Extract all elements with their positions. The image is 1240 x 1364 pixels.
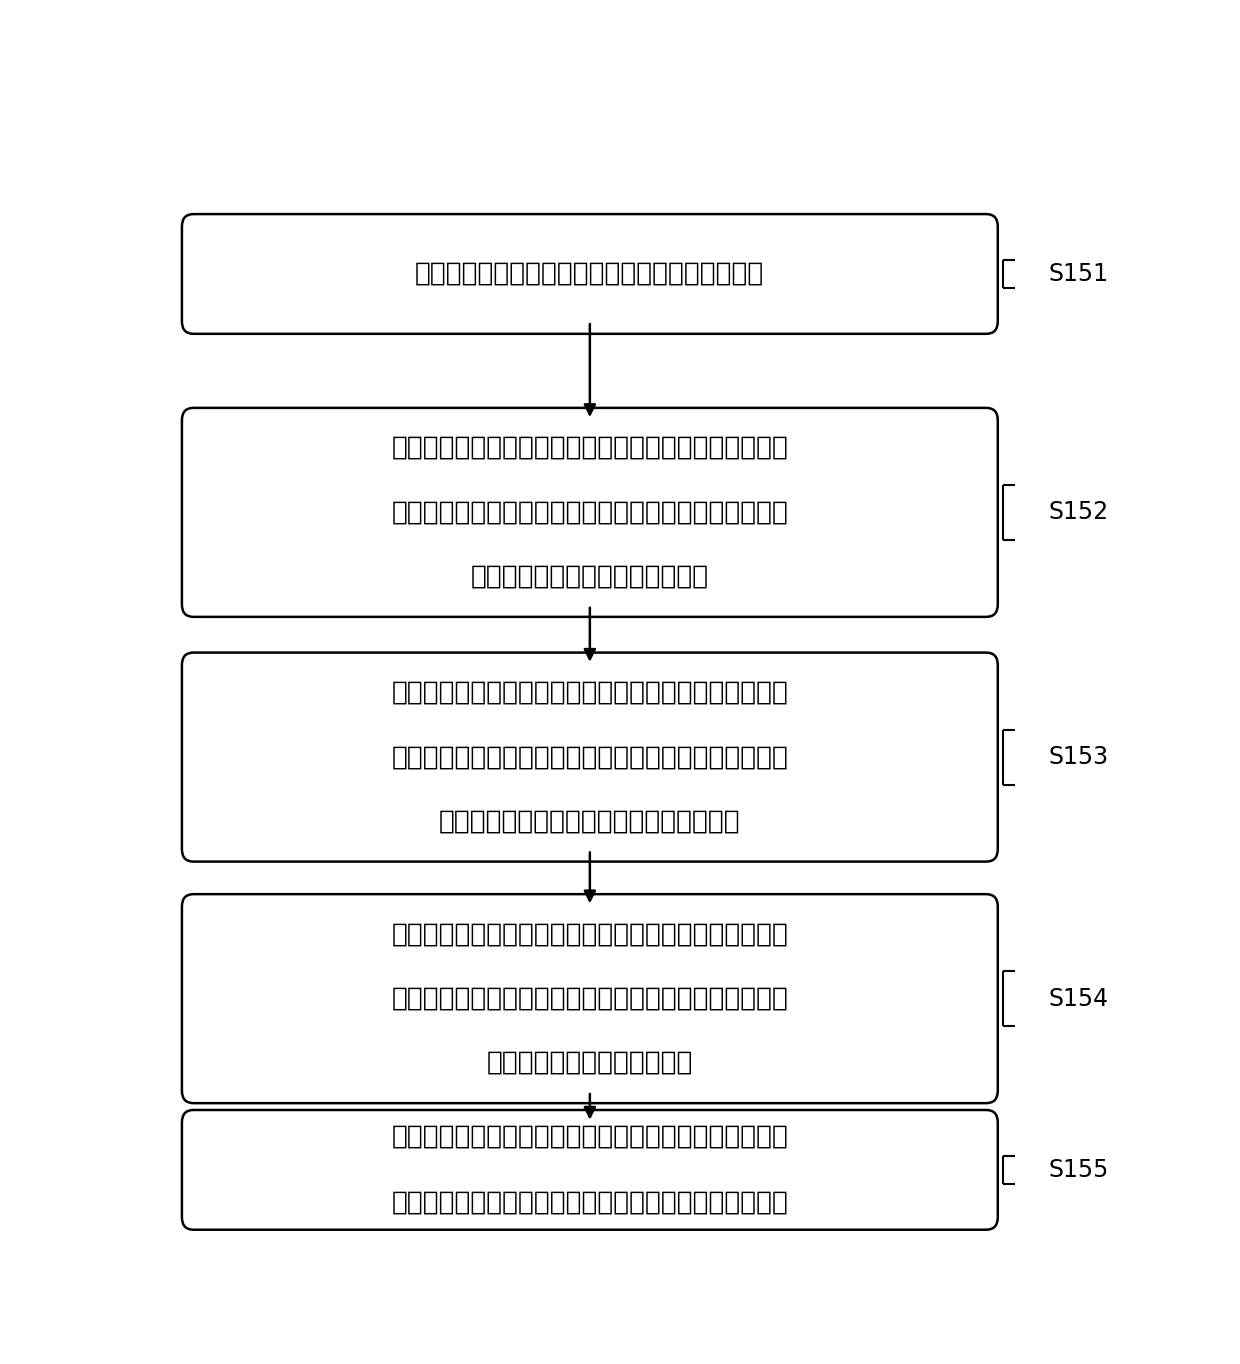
Text: 据区间识别出所述待识别测井的海绿石砂岩: 据区间识别出所述待识别测井的海绿石砂岩 — [439, 809, 740, 835]
FancyBboxPatch shape — [182, 214, 998, 334]
FancyBboxPatch shape — [182, 1110, 998, 1230]
Text: S152: S152 — [1049, 501, 1109, 524]
Text: 别测井的海绿石含量识别因子: 别测井的海绿石含量识别因子 — [486, 1050, 693, 1076]
FancyBboxPatch shape — [182, 895, 998, 1103]
Text: 因子计算得到所述待识别测井的海绿石砂岩中海绿石含量: 因子计算得到所述待识别测井的海绿石砂岩中海绿石含量 — [392, 1189, 789, 1215]
Text: 获取参考测井的岩性类测井数据和物性类测井数据: 获取参考测井的岩性类测井数据和物性类测井数据 — [415, 261, 765, 286]
Text: S155: S155 — [1049, 1158, 1109, 1181]
Text: 获取所述待识别测井的岩性类测井数据和物性类测井数据: 获取所述待识别测井的岩性类测井数据和物性类测井数据 — [392, 679, 789, 705]
Text: 获取所述待识别测井的海绿石砂岩所对应的体积密度数据: 获取所述待识别测井的海绿石砂岩所对应的体积密度数据 — [392, 921, 789, 948]
Text: 和中子孔隙度数据，结合所述线性关系计算得到所述待识: 和中子孔隙度数据，结合所述线性关系计算得到所述待识 — [392, 986, 789, 1012]
Text: 类测井数据和物性类测井数据区间: 类测井数据和物性类测井数据区间 — [471, 563, 709, 589]
Text: 根据所述非线性关系和所述待识别测井的海绿石含量识别: 根据所述非线性关系和所述待识别测井的海绿石含量识别 — [392, 1124, 789, 1150]
Text: 基于所述重叠曲线按深度对所述参考测井的岩性类测井数: 基于所述重叠曲线按深度对所述参考测井的岩性类测井数 — [392, 435, 789, 461]
Text: S151: S151 — [1049, 262, 1109, 286]
Text: 据和物性类测井数据进行标定，确定出海绿石砂岩的岩性: 据和物性类测井数据进行标定，确定出海绿石砂岩的岩性 — [392, 499, 789, 525]
Text: S153: S153 — [1049, 745, 1109, 769]
FancyBboxPatch shape — [182, 652, 998, 862]
FancyBboxPatch shape — [182, 408, 998, 617]
Text: S154: S154 — [1049, 986, 1109, 1011]
Text: ，根据所述海绿石砂岩的岩性类测井数据和物性类测井数: ，根据所述海绿石砂岩的岩性类测井数据和物性类测井数 — [392, 745, 789, 771]
